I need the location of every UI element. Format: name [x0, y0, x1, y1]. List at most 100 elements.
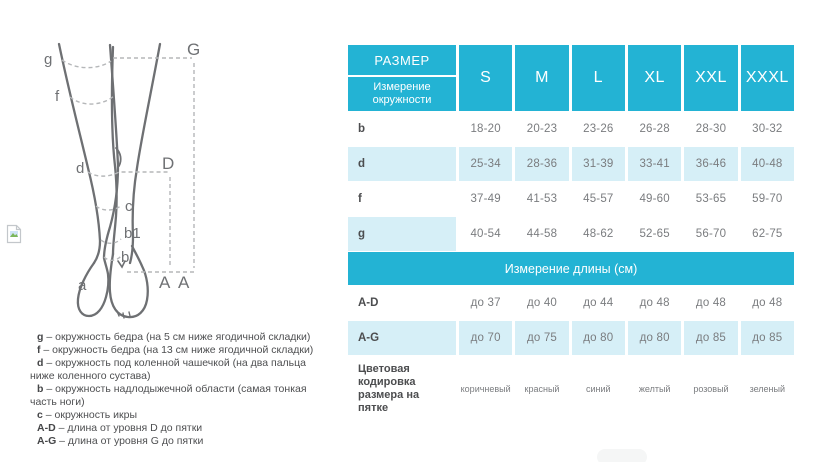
value-cell: 28-30: [695, 123, 727, 135]
value-cell: 20-23: [526, 123, 558, 135]
diagram-label-G: G: [187, 40, 201, 59]
value-cell: 59-70: [752, 193, 783, 205]
heel-color-row: Цветовая кодировка размера на пятке корич…: [348, 358, 794, 420]
value-cell: 53-65: [695, 193, 727, 205]
leg-diagram-art: [57, 42, 197, 319]
size-table: РАЗМЕР Измерение окружности S M L XL XXL XXXL b 1…: [348, 45, 794, 421]
value-cell: 56-70: [695, 228, 727, 240]
legend-item: d – окружность под коленной чашечкой (на…: [30, 357, 326, 383]
value-cell: до 80: [571, 321, 625, 355]
table-row: f 37-49 41-53 45-57 49-60 53-65 59-70: [348, 182, 794, 216]
length-section-band: Измерение длины (см): [348, 252, 794, 285]
value-cell: 48-62: [583, 228, 614, 240]
legend-term: g: [37, 331, 44, 343]
legend-definition: – окружность бедра (на 13 см ниже ягодич…: [43, 344, 314, 356]
value-cell: 44-58: [526, 228, 558, 240]
legend-item: A-D – длина от уровня D до пятки: [30, 422, 326, 435]
size-col-header-XXL: XXL: [684, 45, 738, 111]
size-col-header-XL: XL: [627, 45, 682, 111]
legend-term: d: [37, 357, 44, 369]
table-corner-size-label: РАЗМЕР: [348, 45, 456, 75]
value-cell: 31-39: [571, 147, 625, 181]
diagram-label-A-right: A: [178, 273, 190, 292]
legend-term: A-G: [37, 435, 57, 447]
size-col-header-M: M: [515, 45, 569, 111]
row-label-g: g: [348, 217, 456, 251]
diagram-label-d: d: [76, 160, 85, 177]
table-row: g 40-54 44-58 48-62 52-65 56-70 62-75: [348, 217, 794, 251]
value-cell: до 48: [752, 297, 783, 309]
table-corner: РАЗМЕР Измерение окружности: [348, 45, 456, 111]
value-cell: до 48: [639, 297, 670, 309]
legend-item: c – окружность икры: [30, 409, 326, 422]
legend-definition: – окружность надлодыжечной области (сама…: [30, 383, 307, 408]
legend-term: A-D: [37, 422, 56, 434]
value-cell: до 37: [470, 297, 501, 309]
measurement-legend: g – окружность бедра (на 5 см ниже ягоди…: [30, 331, 326, 448]
value-cell: до 75: [515, 321, 569, 355]
legend-definition: – окружность икры: [45, 409, 137, 421]
size-col-header-XXXL: XXXL: [740, 45, 794, 111]
table-row: A-G до 70 до 75 до 80 до 80 до 85 до 85: [348, 321, 794, 355]
table-row: b 18-20 20-23 23-26 26-28 28-30 30-32: [348, 112, 794, 146]
value-cell: до 48: [695, 297, 727, 309]
leg-measurement-diagram: g f d c b1 b a G D A A: [0, 0, 340, 330]
table-corner-circumference-label: Измерение окружности: [348, 77, 456, 111]
heel-color-name: красный: [524, 384, 560, 394]
value-cell: 25-34: [459, 147, 513, 181]
heel-color-name: желтый: [638, 384, 671, 394]
bottom-cropped-button[interactable]: [597, 449, 647, 462]
value-cell: 45-57: [583, 193, 614, 205]
value-cell: 36-46: [684, 147, 738, 181]
size-col-header-L: L: [571, 45, 625, 111]
legend-term: b: [37, 383, 44, 395]
value-cell: до 40: [526, 297, 558, 309]
diagram-label-a: a: [78, 277, 87, 294]
value-cell: до 85: [740, 321, 794, 355]
legend-definition: – окружность бедра (на 5 см ниже ягодичн…: [46, 331, 311, 343]
diagram-label-A-left: A: [159, 273, 171, 292]
value-cell: 30-32: [752, 123, 783, 135]
legend-item: f – окружность бедра (на 13 см ниже ягод…: [30, 344, 326, 357]
table-header-row: РАЗМЕР Измерение окружности S M L XL XXL XXXL: [348, 45, 794, 111]
diagram-label-b: b: [121, 249, 130, 266]
value-cell: 40-54: [470, 228, 501, 240]
heel-color-name: розовый: [693, 384, 729, 394]
value-cell: до 44: [583, 297, 614, 309]
value-cell: 62-75: [752, 228, 783, 240]
value-cell: до 70: [459, 321, 513, 355]
value-cell: до 85: [684, 321, 738, 355]
table-row: A-D до 37 до 40 до 44 до 48 до 48 до 48: [348, 286, 794, 320]
legend-item: A-G – длина от уровня G до пятки: [30, 435, 326, 448]
heel-color-row-label: Цветовая кодировка размера на пятке: [348, 358, 456, 420]
value-cell: 23-26: [583, 123, 614, 135]
value-cell: 49-60: [639, 193, 670, 205]
diagram-label-g: g: [44, 51, 53, 68]
legend-term: c: [37, 409, 43, 421]
value-cell: 52-65: [639, 228, 670, 240]
heel-color-name: синий: [586, 384, 611, 394]
heel-color-name: коричневый: [460, 384, 511, 394]
diagram-label-f: f: [55, 88, 60, 105]
value-cell: 18-20: [470, 123, 501, 135]
legend-item: g – окружность бедра (на 5 см ниже ягоди…: [30, 331, 326, 344]
value-cell: 26-28: [639, 123, 670, 135]
row-label-b: b: [358, 123, 366, 135]
legend-definition: – длина от уровня D до пятки: [58, 422, 203, 434]
value-cell: 41-53: [526, 193, 558, 205]
legend-item: b – окружность надлодыжечной области (са…: [30, 383, 326, 409]
value-cell: 40-48: [740, 147, 794, 181]
legend-definition: – длина от уровня G до пятки: [59, 435, 204, 447]
row-label-d: d: [348, 147, 456, 181]
row-label-A-G: A-G: [348, 321, 456, 355]
diagram-label-b1: b1: [124, 225, 141, 242]
legend-definition: – окружность под коленной чашечкой (на д…: [30, 357, 306, 382]
value-cell: 33-41: [627, 147, 682, 181]
value-cell: до 80: [627, 321, 682, 355]
legend-term: f: [37, 344, 41, 356]
value-cell: 37-49: [470, 193, 501, 205]
heel-color-row-label-text: Цветовая кодировка размера на пятке: [358, 363, 420, 414]
row-label-A-D: A-D: [358, 297, 379, 309]
value-cell: 28-36: [515, 147, 569, 181]
